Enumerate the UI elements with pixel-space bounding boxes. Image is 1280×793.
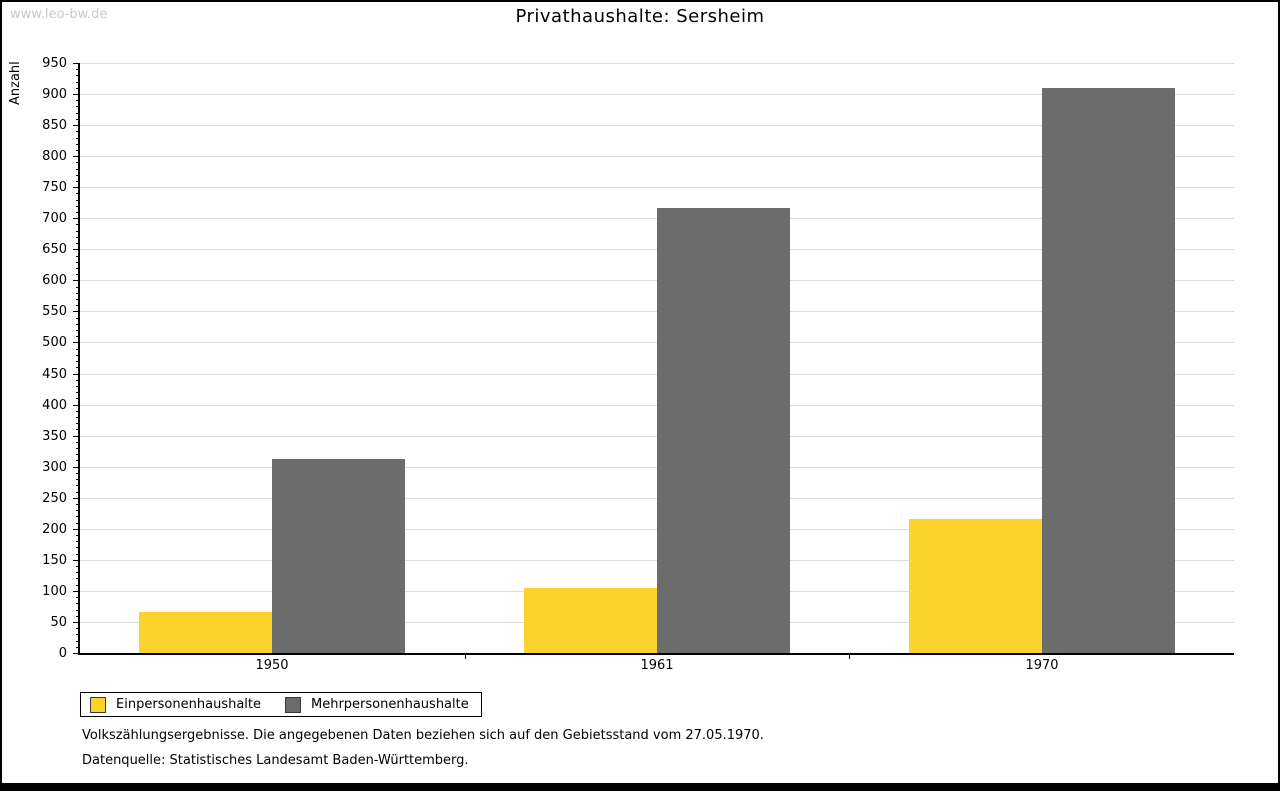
- legend-label: Mehrpersonenhaushalte: [311, 697, 469, 712]
- y-tick-label: 150: [42, 553, 67, 568]
- y-tick-label: 200: [42, 522, 67, 537]
- bar-mehrpersonenhaushalte-1970: [1042, 88, 1175, 653]
- y-major-tick: [73, 467, 80, 468]
- gridline: [80, 156, 1234, 157]
- legend-item-einpersonenhaushalte: Einpersonenhaushalte: [90, 696, 261, 713]
- bar-einpersonenhaushalte-1950: [139, 612, 272, 653]
- bar-mehrpersonenhaushalte-1961: [657, 208, 790, 653]
- y-tick-label: 500: [42, 335, 67, 350]
- y-major-tick: [73, 374, 80, 375]
- y-major-tick: [73, 94, 80, 95]
- y-tick-label: 0: [58, 646, 67, 661]
- y-tick-label: 350: [42, 429, 67, 444]
- legend: Einpersonenhaushalte Mehrpersonenhaushal…: [80, 692, 482, 717]
- footnote-census: Volkszählungsergebnisse. Die angegebenen…: [82, 728, 764, 743]
- x-boundary-tick: [849, 655, 850, 659]
- y-tick-label: 650: [42, 242, 67, 257]
- y-tick-label: 100: [42, 584, 67, 599]
- gridline: [80, 63, 1234, 64]
- legend-item-mehrpersonenhaushalte: Mehrpersonenhaushalte: [285, 696, 469, 713]
- x-tick-label: 1961: [640, 658, 674, 673]
- y-tick-label: 550: [42, 304, 67, 319]
- gridline: [80, 125, 1234, 126]
- legend-label: Einpersonenhaushalte: [116, 697, 261, 712]
- y-tick-label: 50: [50, 615, 67, 630]
- watermark: www.leo-bw.de: [10, 7, 108, 22]
- y-major-tick: [73, 125, 80, 126]
- y-major-tick: [73, 436, 80, 437]
- y-major-tick: [73, 63, 80, 64]
- y-major-tick: [73, 498, 80, 499]
- x-tick-label: 1950: [255, 658, 289, 673]
- y-tick-label: 750: [42, 180, 67, 195]
- y-major-tick: [73, 156, 80, 157]
- y-major-tick: [73, 342, 80, 343]
- y-tick-label: 700: [42, 211, 67, 226]
- y-major-tick: [73, 218, 80, 219]
- y-major-tick: [73, 405, 80, 406]
- y-major-tick: [73, 560, 80, 561]
- chart-title: Privathaushalte: Sersheim: [515, 6, 765, 27]
- y-major-tick: [73, 280, 80, 281]
- x-boundary-tick: [465, 655, 466, 659]
- y-tick-label: 250: [42, 491, 67, 506]
- bar-mehrpersonenhaushalte-1950: [272, 459, 405, 653]
- legend-swatch-mehrpersonenhaushalte: [285, 696, 301, 713]
- y-tick-label: 600: [42, 273, 67, 288]
- y-major-tick: [73, 653, 80, 654]
- y-major-tick: [73, 249, 80, 250]
- y-major-tick: [73, 311, 80, 312]
- legend-swatch-einpersonenhaushalte: [90, 696, 106, 713]
- bar-einpersonenhaushalte-1961: [524, 588, 657, 653]
- y-tick-label: 900: [42, 87, 67, 102]
- frame-bottom-bar: [2, 783, 1278, 789]
- y-tick-label: 800: [42, 149, 67, 164]
- x-tick-label: 1970: [1025, 658, 1059, 673]
- y-major-tick: [73, 622, 80, 623]
- y-major-tick: [73, 529, 80, 530]
- gridline: [80, 187, 1234, 188]
- gridline: [80, 94, 1234, 95]
- y-major-tick: [73, 591, 80, 592]
- y-tick-label: 300: [42, 460, 67, 475]
- y-tick-label: 950: [42, 56, 67, 71]
- y-tick-label: 850: [42, 118, 67, 133]
- y-axis-line: [78, 63, 80, 653]
- y-tick-label: 450: [42, 367, 67, 382]
- bar-einpersonenhaushalte-1970: [909, 519, 1042, 653]
- footnote-datasource: Datenquelle: Statistisches Landesamt Bad…: [82, 753, 469, 768]
- x-axis-line: [78, 653, 1234, 655]
- y-major-tick: [73, 187, 80, 188]
- y-tick-label: 400: [42, 398, 67, 413]
